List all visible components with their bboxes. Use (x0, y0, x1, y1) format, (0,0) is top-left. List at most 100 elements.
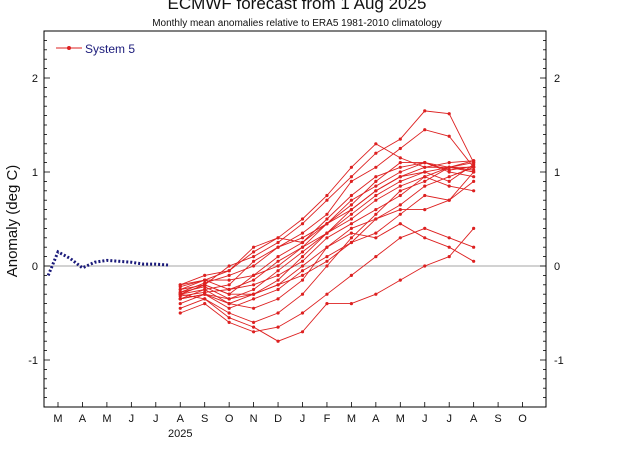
ensemble-member-point (398, 170, 402, 174)
ensemble-member-point (423, 175, 427, 179)
ensemble-member-point (178, 290, 182, 294)
ensemble-member-point (374, 142, 378, 146)
ensemble-member-point (325, 231, 329, 235)
ensemble-member-point (423, 236, 427, 240)
ensemble-member-point (203, 290, 207, 294)
ensemble-member-point (374, 165, 378, 169)
ensemble-member-point (227, 316, 231, 320)
ensemble-member-point (472, 179, 476, 183)
x-tick-label: J (446, 413, 452, 425)
ensemble-member-point (227, 264, 231, 268)
ensemble-member-point (398, 179, 402, 183)
ensemble-member-point (325, 259, 329, 263)
x-tick-label: D (274, 413, 282, 425)
ensemble-member-point (447, 198, 451, 202)
ensemble-member-point (276, 255, 280, 259)
ensemble-member-point (252, 287, 256, 292)
ensemble-member-point (300, 264, 305, 268)
ensemble-member-point (447, 165, 451, 169)
ensemble-member-point (398, 137, 402, 141)
ensemble-member-point (325, 292, 329, 296)
ensemble-member-point (423, 179, 427, 183)
ensemble-member-point (300, 259, 305, 263)
ensemble-member-point (374, 179, 378, 183)
ensemble-member-point (349, 175, 353, 179)
ensemble-member-point (349, 212, 353, 216)
ensemble-member-point (423, 264, 427, 268)
chart-series (46, 109, 476, 343)
y-tick-label-right: 2 (554, 73, 560, 85)
ensemble-member-point (398, 212, 402, 216)
ensemble-member-point (227, 297, 231, 301)
ensemble-member-point (374, 184, 378, 188)
ensemble-member-point (276, 240, 280, 245)
ensemble-member-point (227, 273, 231, 277)
ensemble-member-point (276, 264, 280, 268)
axis-ticks: -1 -1 0 0 1 1 2 2 M A M J J A S O N D J F M A M J J A S O 2025 (28, 30, 564, 440)
ensemble-member-point (325, 222, 329, 226)
ensemble-member-point (423, 170, 427, 174)
plot-axes (43, 30, 547, 408)
ensemble-member-point (472, 226, 476, 230)
ensemble-member-point (300, 311, 305, 315)
ensemble-member-point (300, 269, 305, 273)
ensemble-member-point (349, 302, 353, 306)
ensemble-member-point (447, 236, 451, 240)
ensemble-member-point (252, 283, 256, 287)
ensemble-member-point (276, 287, 280, 292)
x-year-label: 2025 (168, 428, 192, 440)
ensemble-member-point (472, 159, 476, 163)
ensemble-member-point (398, 161, 402, 165)
ensemble-member-point (398, 208, 402, 212)
ensemble-member-point (447, 184, 451, 188)
ensemble-member-point (178, 302, 182, 306)
ensemble-member-point (276, 278, 280, 282)
y-tick-label-right: 1 (554, 167, 560, 179)
ensemble-member-point (423, 128, 427, 132)
ensemble-member-point (447, 168, 451, 172)
ensemble-member-point (300, 245, 305, 249)
ensemble-member-point (203, 287, 207, 292)
x-tick-label: S (494, 413, 501, 425)
ensemble-member-point (374, 217, 378, 221)
x-tick-label: A (79, 413, 87, 425)
ensemble-member-point (325, 255, 329, 259)
ensemble-member-point (398, 156, 402, 160)
x-tick-label: S (201, 413, 208, 425)
ensemble-member-point (349, 217, 353, 221)
ensemble-member-point (203, 273, 207, 277)
ensemble-member-point (447, 175, 451, 179)
ensemble-member-point (252, 278, 256, 282)
ensemble-member-point (398, 189, 402, 193)
ensemble-member-point (398, 146, 402, 151)
ensemble-member-point (374, 292, 378, 296)
ensemble-member-point (203, 278, 207, 282)
ensemble-member-point (472, 164, 476, 168)
ensemble-member-point (398, 193, 402, 198)
ensemble-member-point (349, 203, 353, 207)
ensemble-member-point (252, 325, 256, 329)
ensemble-member-point (349, 222, 353, 226)
x-tick-label: N (250, 413, 258, 425)
ensemble-member-point (252, 255, 256, 259)
ensemble-member-line (180, 162, 474, 297)
legend-marker (67, 46, 71, 50)
ensemble-member-point (178, 287, 182, 292)
ensemble-member-point (252, 264, 256, 268)
ensemble-member-point (423, 109, 427, 113)
ensemble-member-point (398, 278, 402, 282)
ensemble-member-point (472, 259, 476, 263)
ensemble-member-point (447, 112, 451, 116)
ensemble-member-point (276, 339, 280, 343)
ensemble-member-point (276, 273, 280, 277)
ensemble-member-point (252, 292, 256, 296)
ensemble-member-point (300, 278, 305, 282)
ensemble-member-point (252, 259, 256, 263)
ensemble-member-point (276, 283, 280, 287)
ensemble-member-point (227, 283, 231, 287)
ensemble-member-point (325, 193, 329, 198)
ensemble-member-point (227, 306, 231, 310)
ensemble-member-point (227, 278, 231, 282)
ensemble-member-point (300, 273, 305, 277)
